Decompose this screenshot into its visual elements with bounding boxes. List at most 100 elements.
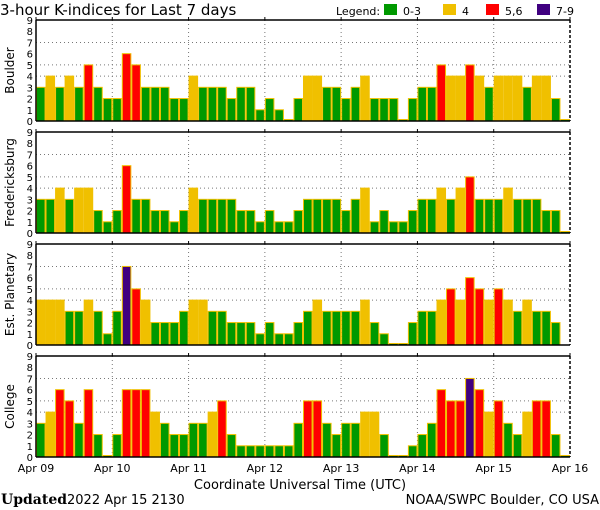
bar [407,98,418,122]
updated-label: Updated [1,492,67,508]
bar [341,98,351,122]
bar [112,434,122,458]
x-tick-label: Apr 14 [399,462,436,475]
bar [550,210,561,234]
bar [121,165,132,234]
bar [341,210,351,234]
bar [274,333,284,346]
bar [217,86,227,122]
y-tick-label: 4 [27,184,33,195]
bar [55,187,65,234]
y-tick-label: 8 [27,251,33,262]
bar [512,198,523,234]
bar [45,411,56,458]
legend-swatch [537,4,550,15]
bar [331,434,342,458]
bar [331,198,342,234]
bar [531,198,542,234]
bar [188,422,199,458]
bar [159,210,170,234]
bar [83,187,94,234]
bar [93,86,103,122]
bar [503,299,513,346]
bar [264,445,275,458]
bar [159,322,170,346]
bar [264,210,275,234]
bar [369,98,380,122]
bar [541,310,551,346]
bar [207,310,218,346]
bar [512,75,523,122]
bar [93,210,103,234]
bar [207,411,218,458]
y-tick-label: 9 [27,352,33,363]
bar [293,322,304,346]
bar [64,310,75,346]
bar [493,198,504,234]
bar [188,299,199,346]
bar [236,86,246,122]
bar [207,86,218,122]
bar [83,299,94,346]
bar [36,422,46,458]
bar [64,198,75,234]
bar [74,310,84,346]
bar [169,322,180,346]
bar [226,98,237,122]
bar [426,422,437,458]
y-tick-label: 0 [27,229,33,240]
y-tick-label: 9 [27,240,33,251]
bar [169,98,180,122]
x-axis-label: Coordinate Universal Time (UTC) [194,478,406,493]
bar [436,299,447,346]
y-tick-label: 3 [27,83,33,94]
bar [226,322,237,346]
y-tick-label: 9 [27,16,33,27]
bar [436,64,447,122]
bar [388,221,399,234]
y-tick-label: 6 [27,50,33,61]
bar [198,198,208,234]
y-tick-label: 2 [27,319,33,330]
bar [474,198,485,234]
bar [493,75,504,122]
bar [550,322,561,346]
y-tick-label: 7 [27,374,33,385]
bar [379,434,389,458]
bar [236,445,246,458]
bar [236,322,246,346]
bar [455,187,466,234]
legend-entry-label: 5,6 [505,5,523,18]
bar [140,389,151,458]
bar [55,389,65,458]
bar [360,411,370,458]
y-tick-label: 3 [27,195,33,206]
bar [398,221,408,234]
bar [446,400,456,458]
bar [112,310,122,346]
bar [446,198,456,234]
x-tick-label: Apr 12 [247,462,284,475]
y-tick-label: 7 [27,38,33,49]
bar [522,299,532,346]
bar [179,210,189,234]
bar [179,310,189,346]
bar [74,422,84,458]
bar [417,86,427,122]
bar [140,198,151,234]
bar [503,187,513,234]
bar [64,400,75,458]
bar [112,210,122,234]
bar [303,400,313,458]
bar [188,187,199,234]
bar [417,198,427,234]
bar [465,277,475,346]
y-tick-label: 1 [27,330,33,341]
bar [379,210,389,234]
y-tick-label: 5 [27,61,33,72]
bar [350,310,361,346]
bar [293,98,304,122]
bar [369,411,380,458]
y-tick-label: 0 [27,117,33,128]
